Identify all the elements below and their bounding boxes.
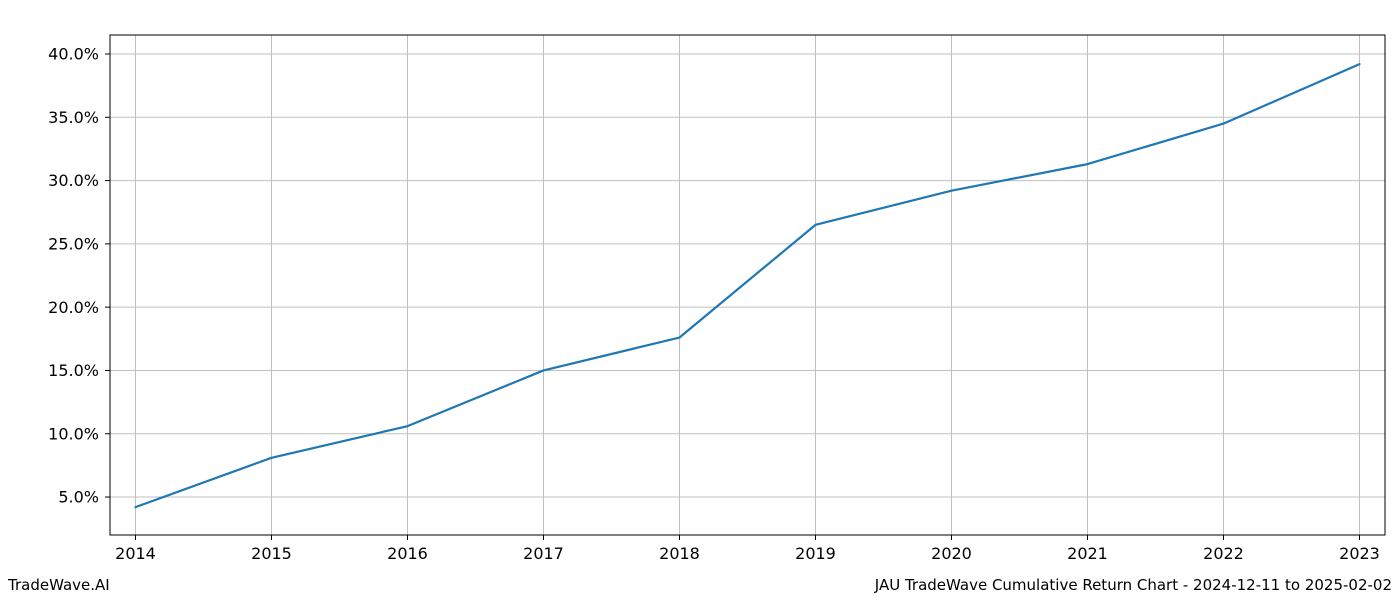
y-tick-label: 20.0% [48, 298, 99, 317]
line-chart: 2014 2015 2016 2017 2018 2019 2020 2021 2022 2023… [0, 0, 1400, 600]
y-tick-label: 40.0% [48, 45, 99, 64]
y-tick-label: 15.0% [48, 361, 99, 380]
footer-right-text: JAU TradeWave Cumulative Return Chart - … [875, 576, 1392, 594]
x-tick-label: 2017 [523, 544, 564, 563]
x-tick-label: 2014 [115, 544, 156, 563]
x-tick-label: 2020 [931, 544, 972, 563]
x-tick-label: 2015 [251, 544, 292, 563]
y-tick-label: 5.0% [58, 488, 99, 507]
y-tick-label: 10.0% [48, 424, 99, 443]
y-tick-label: 30.0% [48, 171, 99, 190]
x-tick-label: 2023 [1339, 544, 1380, 563]
footer-left-text: TradeWave.AI [8, 576, 110, 594]
x-tick-label: 2018 [659, 544, 700, 563]
y-tick-label: 35.0% [48, 108, 99, 127]
x-tick-label: 2016 [387, 544, 428, 563]
y-tick-label: 25.0% [48, 234, 99, 253]
chart-container: 2014 2015 2016 2017 2018 2019 2020 2021 2022 2023… [0, 0, 1400, 600]
x-tick-label: 2021 [1067, 544, 1108, 563]
x-tick-label: 2019 [795, 544, 836, 563]
x-tick-label: 2022 [1203, 544, 1244, 563]
